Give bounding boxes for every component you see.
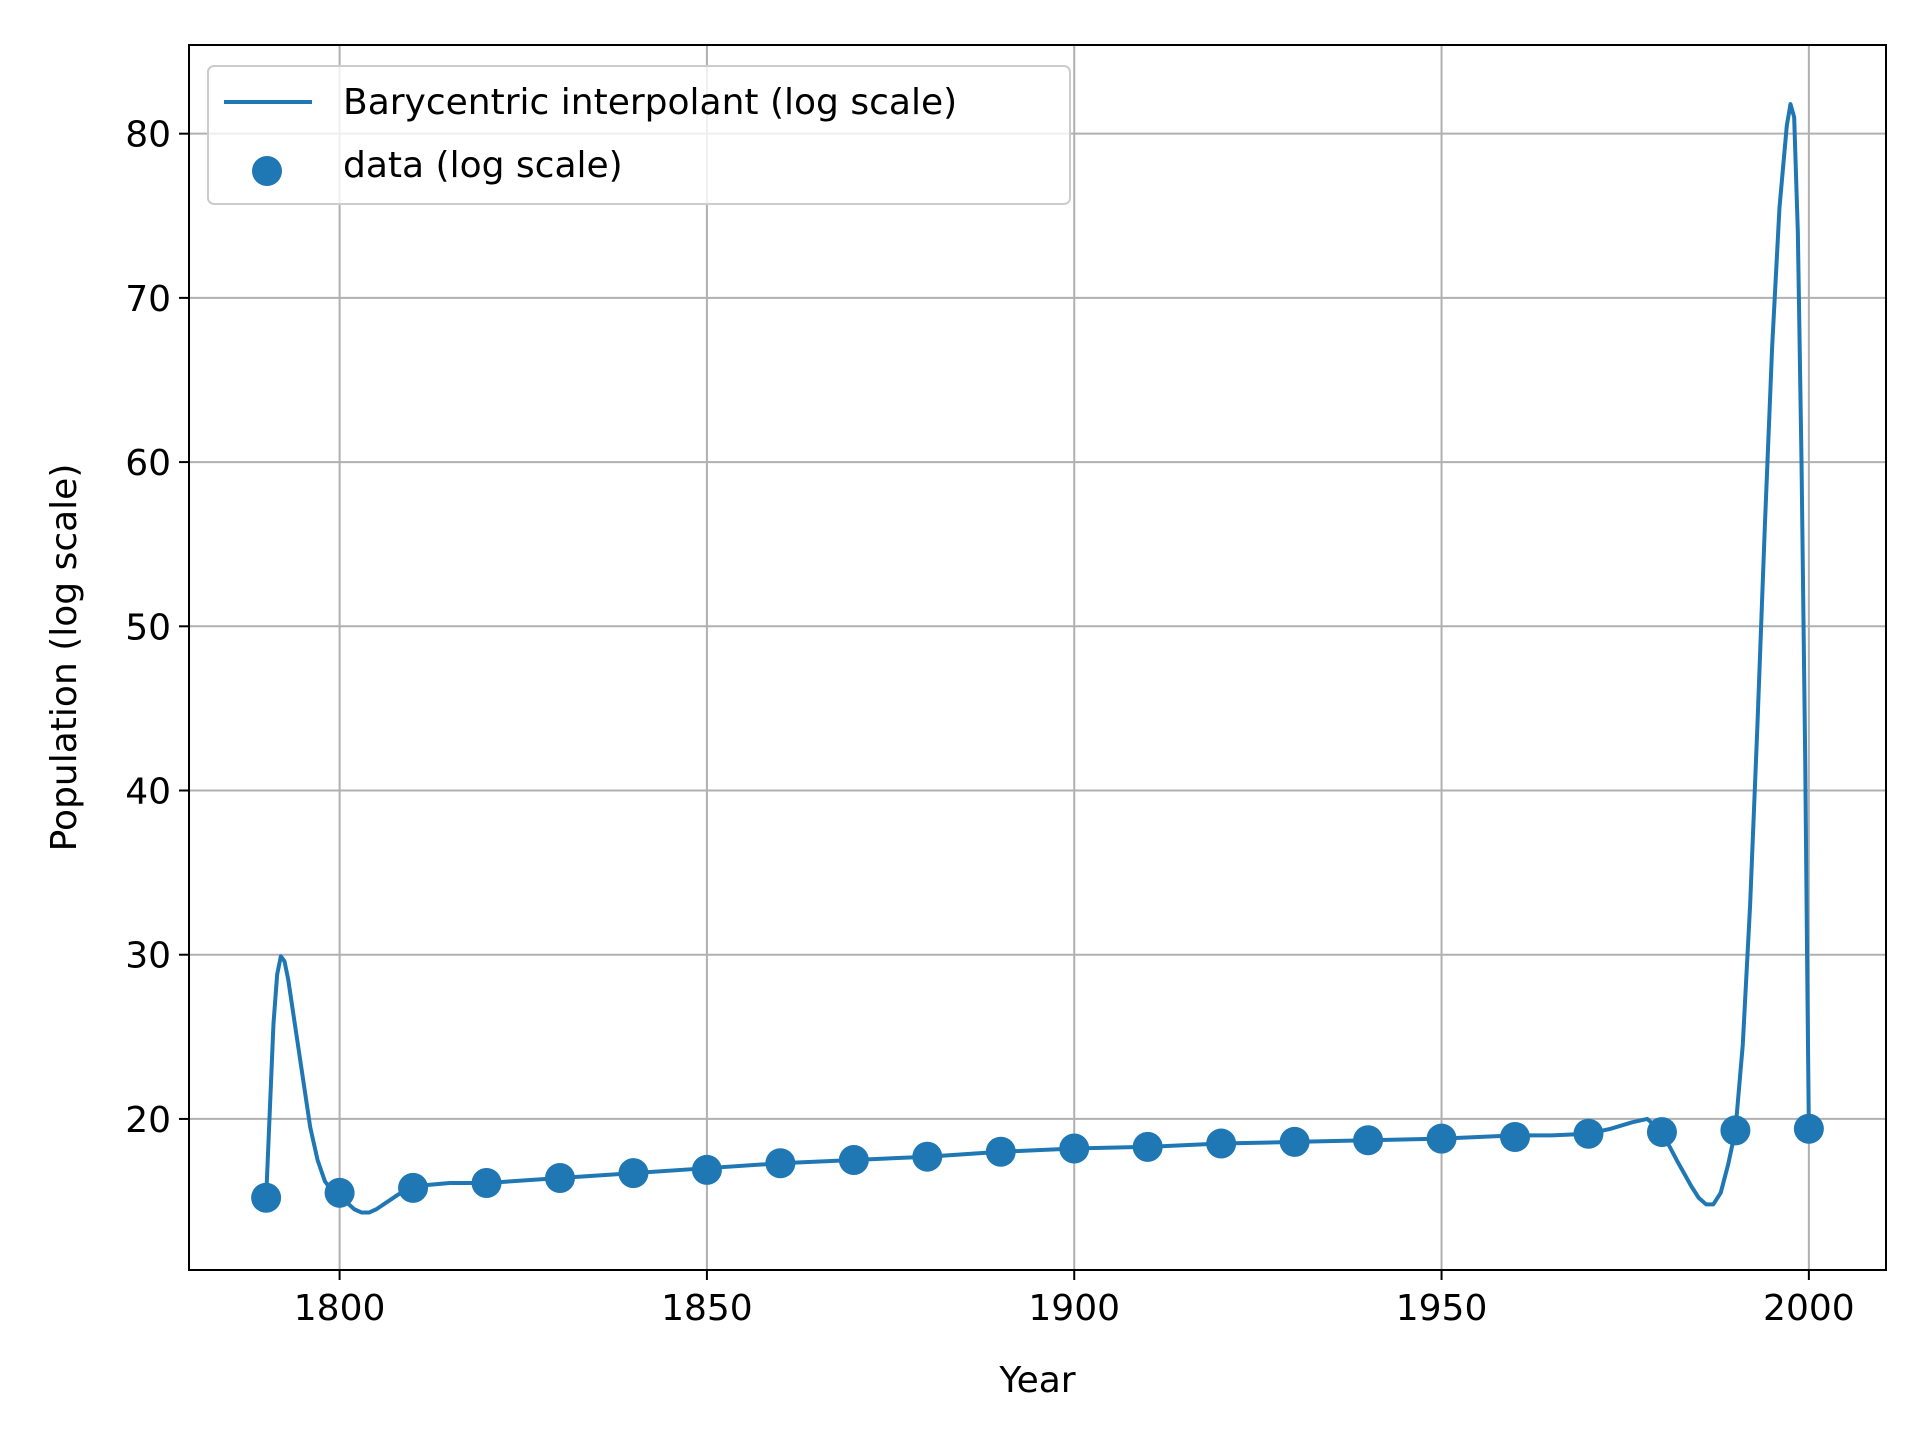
x-tick-label-2000: 2000 [1763, 1288, 1855, 1329]
data-point-1830 [544, 1163, 575, 1194]
data-point-1820 [471, 1167, 502, 1198]
data-point-1930 [1279, 1126, 1310, 1157]
y-tick-label-60: 60 [125, 443, 171, 484]
data-point-1960 [1500, 1121, 1531, 1152]
data-point-1950 [1426, 1123, 1457, 1154]
y-tick-label-20: 20 [125, 1100, 171, 1141]
y-tick-label-30: 30 [125, 936, 171, 977]
data-point-1890 [985, 1136, 1016, 1167]
data-point-1990 [1720, 1115, 1751, 1146]
legend-dot-swatch [252, 156, 282, 186]
legend-label-interpolant: Barycentric interpolant (log scale) [343, 82, 957, 123]
legend: Barycentric interpolant (log scale) data… [207, 65, 1071, 205]
y-tick-label-80: 80 [125, 115, 171, 156]
data-point-2000 [1793, 1113, 1824, 1144]
data-point-1800 [324, 1177, 355, 1208]
ticks: 1800 1850 1900 1950 2000 20 30 40 50 60 70 80 [125, 115, 1854, 1329]
x-tick-label-1950: 1950 [1396, 1288, 1488, 1329]
data-point-1970 [1573, 1118, 1604, 1149]
data-point-1940 [1353, 1125, 1384, 1156]
data-point-1980 [1646, 1117, 1677, 1148]
series-layer [251, 102, 1824, 1215]
x-tick-label-1900: 1900 [1028, 1288, 1120, 1329]
x-axis-label: Year [998, 1360, 1075, 1401]
legend-label-data: data (log scale) [343, 145, 623, 186]
data-point-1900 [1059, 1133, 1090, 1164]
data-point-1850 [691, 1154, 722, 1185]
legend-box [207, 65, 1071, 205]
plot-frame [188, 44, 1887, 1271]
x-tick-label-1800: 1800 [294, 1288, 386, 1329]
data-point-1910 [1132, 1131, 1163, 1162]
data-point-1790 [251, 1182, 282, 1213]
data-point-1810 [398, 1172, 429, 1203]
data-point-1860 [765, 1148, 796, 1179]
data-point-1870 [838, 1144, 869, 1175]
y-tick-label-50: 50 [125, 607, 171, 648]
x-tick-label-1850: 1850 [661, 1288, 753, 1329]
y-axis-label: Population (log scale) [44, 464, 85, 852]
y-tick-label-70: 70 [125, 279, 171, 320]
data-point-1880 [912, 1141, 943, 1172]
data-point-1920 [1206, 1128, 1237, 1159]
data-point-1840 [618, 1158, 649, 1189]
y-tick-label-40: 40 [125, 772, 171, 813]
